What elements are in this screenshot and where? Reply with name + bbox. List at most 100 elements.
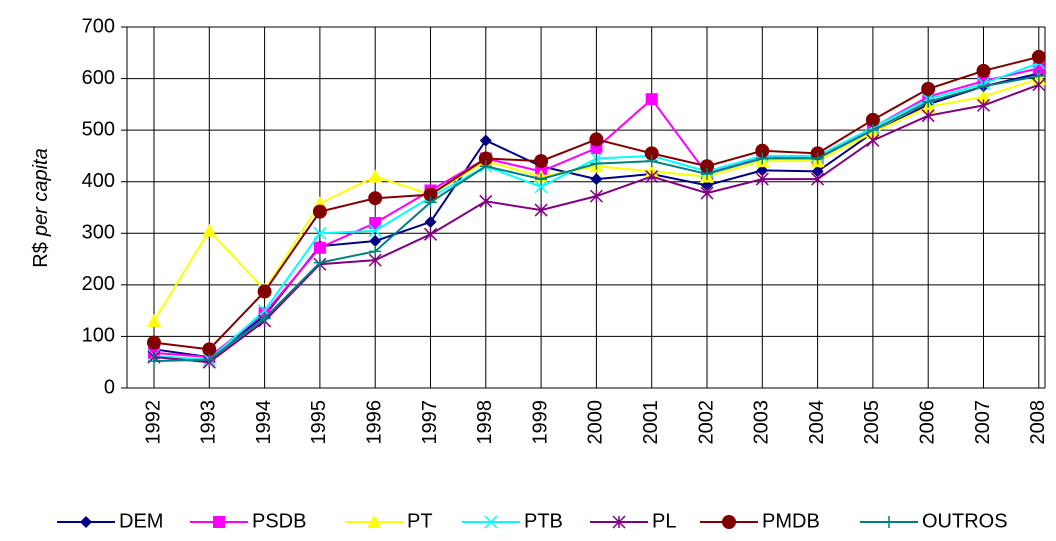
y-label-unit: R$ bbox=[30, 242, 52, 268]
data-point bbox=[423, 227, 438, 241]
x-tick-label: 1999 bbox=[529, 400, 551, 445]
data-point bbox=[866, 133, 880, 147]
data-point bbox=[148, 355, 160, 368]
y-tick-label: 600 bbox=[82, 67, 115, 89]
y-tick-label: 700 bbox=[82, 15, 115, 37]
data-point bbox=[922, 95, 935, 108]
data-point bbox=[479, 134, 492, 147]
x-tick-label: 2003 bbox=[751, 400, 773, 445]
x-tick-label: 2007 bbox=[972, 400, 994, 445]
data-point bbox=[756, 164, 769, 177]
data-point bbox=[811, 165, 824, 178]
data-point bbox=[478, 151, 493, 166]
legend-label: DEM bbox=[119, 510, 163, 532]
data-point bbox=[644, 146, 659, 161]
x-tick-label: 1995 bbox=[308, 400, 330, 445]
data-point bbox=[368, 191, 383, 206]
legend-marker bbox=[883, 516, 895, 528]
data-point bbox=[202, 342, 217, 357]
data-point bbox=[1032, 69, 1045, 82]
y-label-emphasis: per capita bbox=[30, 148, 52, 237]
x-tick-label: 2000 bbox=[585, 400, 607, 445]
x-tick-label: 1992 bbox=[142, 400, 164, 445]
data-point bbox=[313, 241, 326, 254]
data-point bbox=[590, 173, 603, 186]
data-point bbox=[645, 170, 659, 184]
data-point bbox=[1031, 49, 1046, 64]
legend-label: PMDB bbox=[762, 510, 820, 532]
data-point bbox=[755, 172, 769, 186]
legend-marker bbox=[484, 515, 498, 529]
x-tick-label: 1993 bbox=[198, 400, 220, 445]
data-point bbox=[976, 63, 991, 78]
data-point bbox=[700, 186, 714, 200]
data-point bbox=[313, 226, 327, 240]
x-tick-label: 2004 bbox=[806, 400, 828, 445]
data-point bbox=[313, 256, 326, 269]
data-point bbox=[755, 143, 770, 158]
y-axis-label: R$ per capita bbox=[30, 148, 52, 267]
data-point bbox=[645, 155, 658, 168]
y-tick-label: 200 bbox=[82, 273, 115, 295]
x-tick-label: 2008 bbox=[1027, 400, 1049, 445]
data-point bbox=[479, 160, 492, 173]
data-point bbox=[147, 313, 161, 327]
data-point bbox=[811, 152, 824, 165]
data-point bbox=[424, 215, 437, 228]
legend-label: PT bbox=[407, 510, 433, 532]
data-point bbox=[811, 172, 825, 186]
data-point bbox=[369, 216, 382, 229]
data-point bbox=[756, 152, 769, 165]
data-point bbox=[424, 196, 437, 209]
y-tick-label: 400 bbox=[82, 170, 115, 192]
data-point bbox=[589, 189, 603, 203]
y-tick-label: 500 bbox=[82, 118, 115, 140]
data-point bbox=[368, 169, 383, 183]
data-point bbox=[976, 98, 991, 112]
data-point bbox=[534, 180, 548, 194]
data-point bbox=[369, 235, 382, 248]
legend-label: PSDB bbox=[252, 510, 306, 532]
x-tick-label: 1998 bbox=[474, 400, 496, 445]
data-point bbox=[977, 80, 990, 93]
x-tick-label: 1994 bbox=[253, 400, 275, 445]
y-tick-label: 0 bbox=[104, 376, 115, 398]
data-point bbox=[645, 93, 658, 106]
data-point bbox=[865, 112, 880, 127]
data-point bbox=[147, 335, 161, 350]
data-point bbox=[423, 187, 438, 202]
data-point bbox=[534, 154, 549, 169]
data-point bbox=[701, 167, 713, 180]
data-point bbox=[589, 132, 604, 147]
data-point bbox=[479, 194, 493, 208]
y-tick-label: 300 bbox=[82, 222, 115, 244]
data-point bbox=[257, 284, 272, 299]
data-point bbox=[534, 203, 548, 217]
data-point bbox=[590, 157, 603, 170]
legend-marker bbox=[213, 516, 225, 528]
legend-label: PL bbox=[652, 510, 676, 532]
legend-marker bbox=[612, 515, 626, 529]
x-tick-label: 1997 bbox=[419, 400, 441, 445]
data-point bbox=[535, 173, 548, 186]
data-point bbox=[921, 109, 935, 123]
data-point bbox=[921, 81, 936, 96]
data-point bbox=[202, 223, 217, 237]
x-tick-label: 2005 bbox=[861, 400, 883, 445]
data-point bbox=[866, 124, 879, 137]
data-point bbox=[312, 204, 327, 219]
data-point bbox=[369, 245, 382, 258]
data-point bbox=[976, 89, 991, 103]
legend-marker bbox=[80, 516, 92, 528]
x-tick-label: 1996 bbox=[363, 400, 385, 445]
x-tick-label: 2001 bbox=[640, 400, 662, 445]
legend-label: OUTROS bbox=[922, 510, 1008, 532]
legend-marker bbox=[367, 515, 381, 528]
x-tick-label: 2006 bbox=[916, 400, 938, 445]
legend-label: PTB bbox=[524, 510, 563, 532]
data-point bbox=[258, 312, 271, 325]
data-point bbox=[368, 224, 382, 238]
data-point bbox=[700, 159, 714, 174]
legend-marker bbox=[722, 515, 736, 529]
